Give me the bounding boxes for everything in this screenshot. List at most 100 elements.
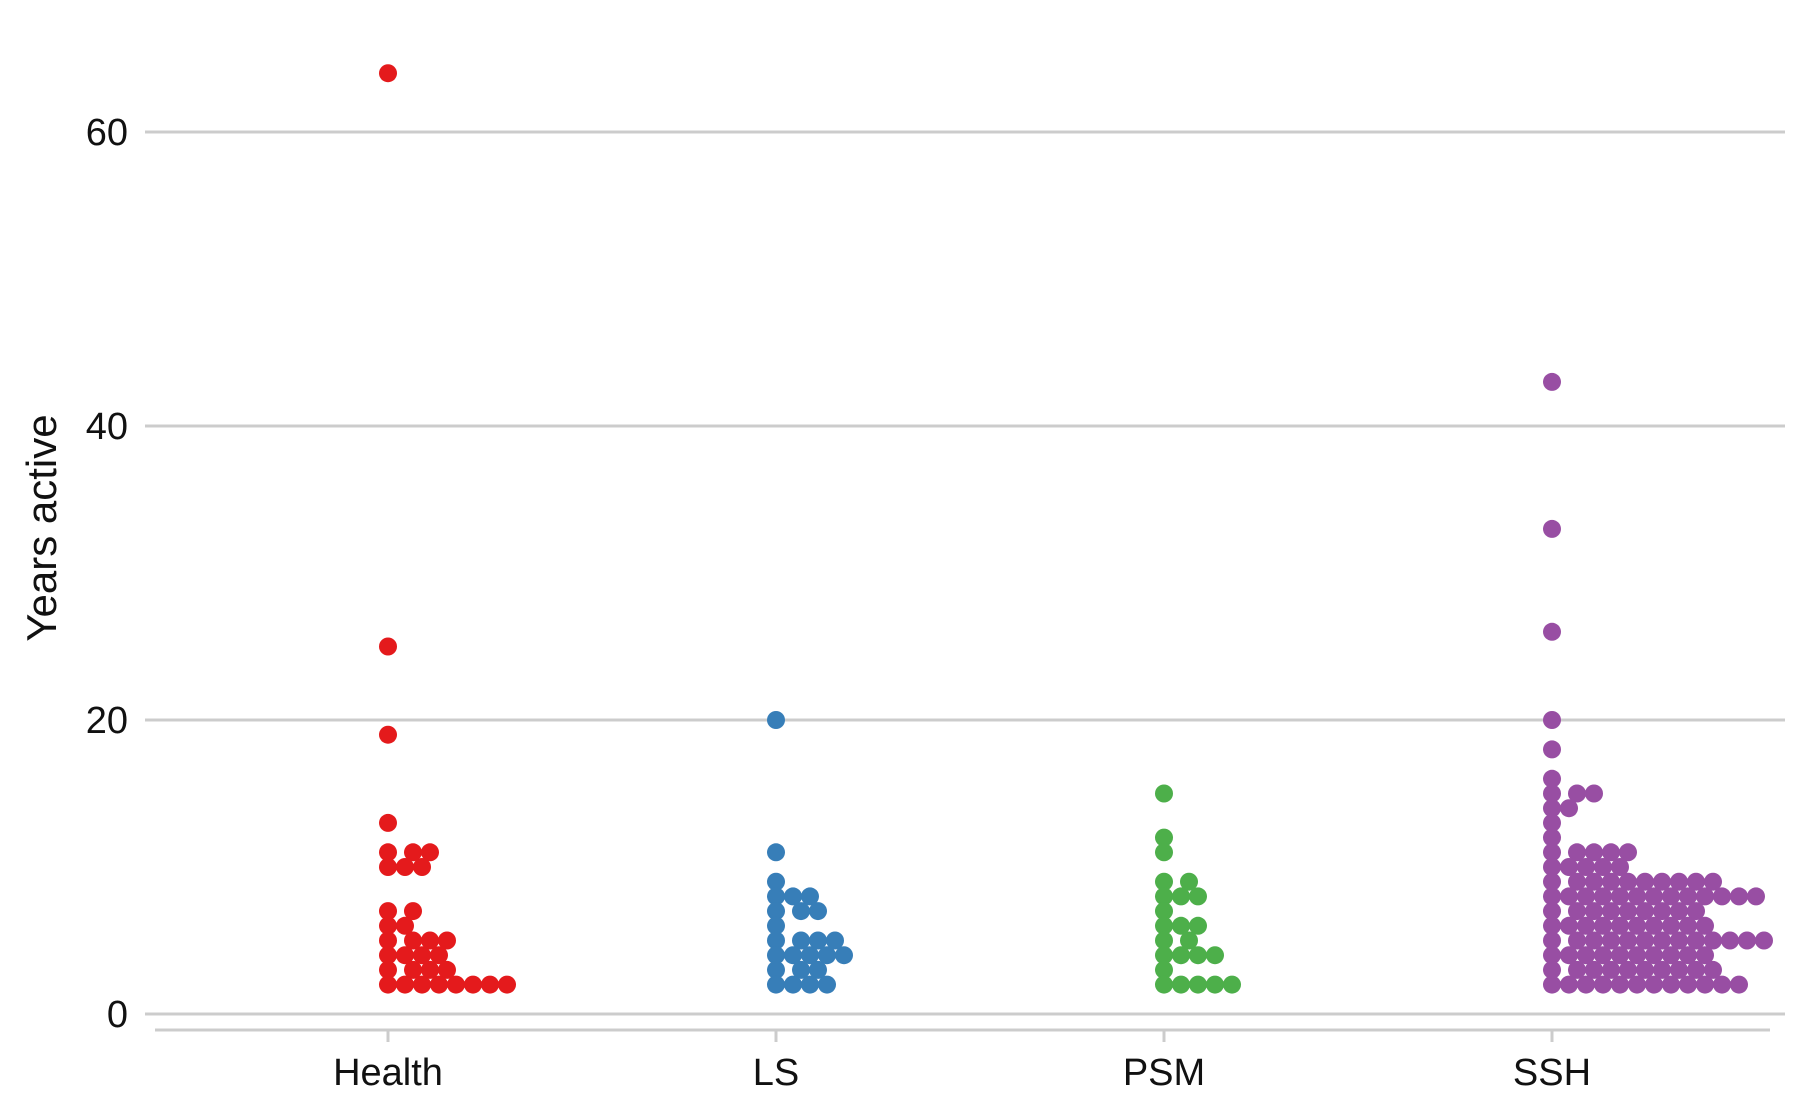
point-ls [767,711,785,729]
point-health [379,960,397,979]
point-ssh [1662,946,1680,965]
point-health [396,975,414,994]
point-health [430,946,448,965]
point-psm [1155,784,1173,803]
x-tick-label-psm: PSM [1123,1052,1205,1094]
point-ssh [1594,887,1612,906]
point-ssh [1543,828,1561,847]
point-psm [1172,887,1190,906]
point-ssh [1543,519,1561,538]
point-ssh [1585,843,1603,862]
point-ssh [1713,975,1731,994]
point-ssh [1704,931,1722,950]
point-health [438,931,456,950]
point-ssh [1543,872,1561,891]
point-ls [792,960,810,979]
point-ssh [1679,946,1697,965]
point-ssh [1611,916,1629,935]
x-tick-label-health: Health [333,1052,443,1094]
point-ls [767,902,785,921]
point-ssh [1619,902,1637,921]
point-ssh [1560,887,1578,906]
point-ssh [1670,931,1688,950]
point-ssh [1568,872,1586,891]
point-health [413,858,431,876]
point-ssh [1687,931,1705,950]
point-health [379,931,397,950]
point-psm [1223,975,1241,994]
point-ssh [1628,975,1646,994]
point-ssh [1577,975,1595,994]
point-ssh [1568,902,1586,921]
point-ssh [1645,975,1663,994]
point-health [464,975,482,994]
point-ssh [1577,858,1595,876]
point-psm [1155,975,1173,994]
point-ssh [1602,872,1620,891]
point-psm [1155,843,1173,862]
point-health [379,975,397,994]
point-ssh [1543,858,1561,876]
point-health [438,960,456,979]
point-health [430,975,448,994]
point-ssh [1585,931,1603,950]
point-health [404,843,422,862]
point-ls [784,887,802,906]
data-points [379,64,1773,994]
point-health [413,975,431,994]
point-ls [767,916,785,935]
point-ssh [1602,931,1620,950]
point-ssh [1543,622,1561,641]
point-ssh [1687,872,1705,891]
point-ssh [1662,887,1680,906]
point-ssh [1653,872,1671,891]
point-health [421,960,439,979]
point-ssh [1577,887,1595,906]
point-health [421,843,439,862]
point-ssh [1585,784,1603,803]
point-psm [1189,946,1207,965]
point-ssh [1611,887,1629,906]
point-ls [767,843,785,862]
point-ssh [1577,946,1595,965]
point-psm [1155,916,1173,935]
point-ssh [1560,946,1578,965]
point-psm [1172,916,1190,935]
point-ssh [1602,843,1620,862]
point-ssh [1721,931,1739,950]
point-ssh [1543,975,1561,994]
point-ls [767,975,785,994]
point-ls [767,931,785,950]
point-ssh [1543,711,1561,729]
point-ssh [1543,813,1561,832]
point-ssh [1645,946,1663,965]
point-psm [1155,887,1173,906]
point-ssh [1679,916,1697,935]
point-ssh [1568,960,1586,979]
point-ssh [1543,902,1561,921]
point-ssh [1543,887,1561,906]
point-health [396,946,414,965]
point-health [421,931,439,950]
x-axis-tick-labels: Health LS PSM SSH [333,1030,1591,1094]
x-tick-label-ls: LS [753,1052,799,1094]
point-health [379,64,397,83]
point-ls [801,887,819,906]
point-health [413,946,431,965]
point-health [498,975,516,994]
point-psm [1189,916,1207,935]
point-health [379,902,397,921]
point-ssh [1577,916,1595,935]
point-ls [818,946,836,965]
point-health [379,813,397,832]
point-health [379,858,397,876]
point-ssh [1645,887,1663,906]
point-ssh [1687,902,1705,921]
point-ssh [1619,960,1637,979]
point-ssh [1653,902,1671,921]
point-ssh [1543,799,1561,818]
point-psm [1206,975,1224,994]
point-health [379,637,397,656]
point-health [379,725,397,744]
y-tick-label: 60 [86,112,128,154]
